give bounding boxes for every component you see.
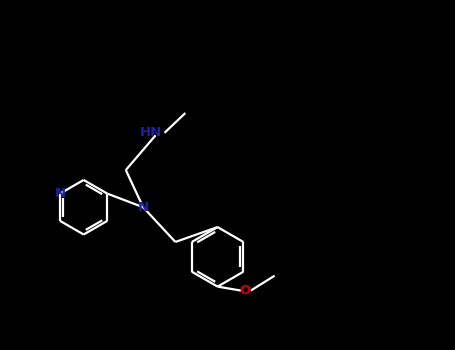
Text: N: N xyxy=(137,201,149,214)
Text: N: N xyxy=(55,187,66,200)
Text: O: O xyxy=(239,284,251,297)
Text: HN: HN xyxy=(140,126,162,139)
